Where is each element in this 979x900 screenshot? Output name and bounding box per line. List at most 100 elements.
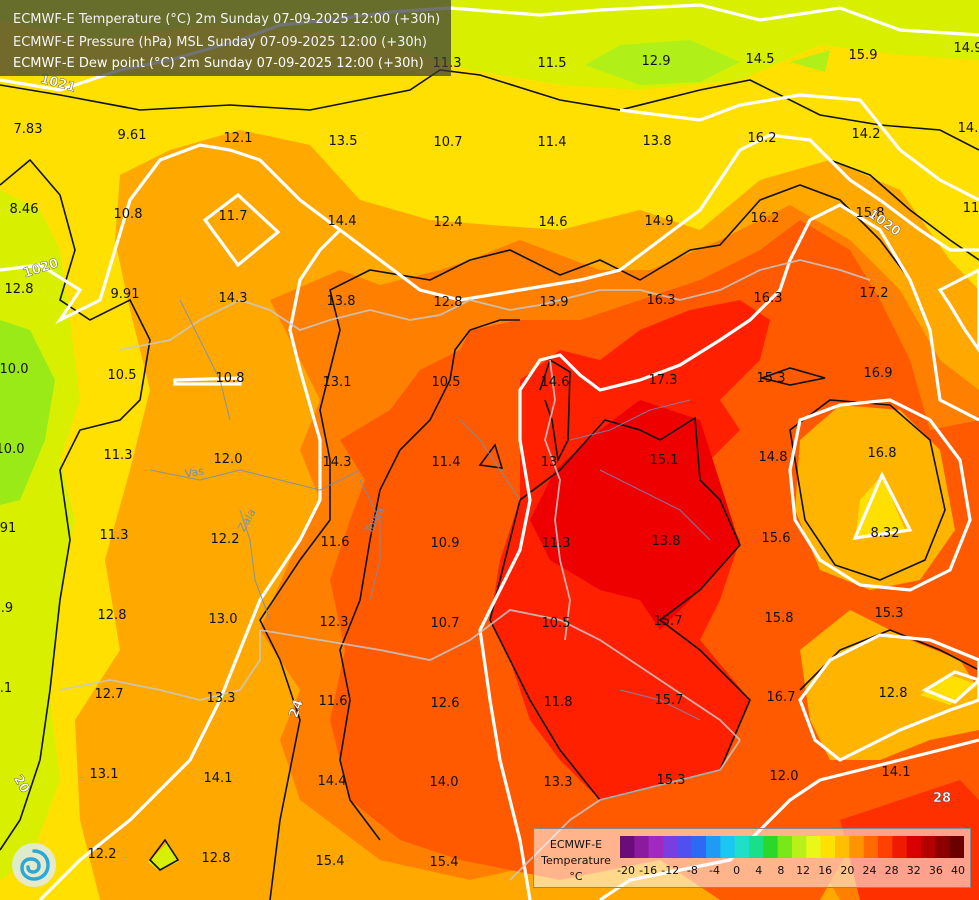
dew-point-label: 12.9	[642, 54, 671, 69]
dew-point-label: 11.3	[104, 448, 133, 463]
legend-color-swatch	[777, 836, 793, 858]
dew-point-label: 12.1	[224, 131, 253, 146]
border-northeast	[539, 259, 871, 306]
isotherm-24-east	[829, 159, 979, 261]
temperature-zone-yellow-se	[920, 675, 979, 705]
dew-point-label: 11.6	[319, 694, 348, 709]
dew-point-label: 14.0	[430, 775, 459, 790]
dew-point-label: 12.6	[431, 696, 460, 711]
river-d	[569, 399, 691, 441]
isobar-1020-ne	[619, 93, 979, 202]
legend-color-swatch	[906, 836, 922, 858]
dew-point-label: 12.0	[770, 769, 799, 784]
dew-point-label: 11.4	[432, 455, 461, 470]
legend-model-name: ECMWF-E	[549, 838, 603, 851]
isotherm-28	[339, 319, 520, 841]
contour-label: 24	[287, 698, 307, 720]
dew-point-label: 14.2	[852, 127, 881, 142]
river-e	[459, 419, 521, 501]
pressure-isobars	[0, 3, 979, 900]
border-center-river	[544, 359, 571, 641]
legend-color-swatch	[878, 836, 893, 858]
dew-point-label: 12.8	[5, 282, 34, 297]
dew-point-label: 8.46	[10, 202, 39, 217]
dew-point-label: 14.1	[204, 771, 233, 786]
isotherm-small-center	[478, 443, 504, 469]
temperature-zone-32	[530, 400, 740, 630]
isobar-ne-edge	[937, 268, 979, 353]
dew-point-label: 12.7	[95, 687, 124, 702]
dew-point-label: .91	[0, 521, 16, 536]
dew-point-label: 13.3	[207, 691, 236, 706]
dew-point-label: 15.9	[849, 48, 878, 63]
river-g	[179, 299, 231, 421]
dew-point-label: 14.3	[219, 291, 248, 306]
dew-point-label: 9.61	[118, 128, 147, 143]
dew-point-label: 13.5	[329, 134, 358, 149]
dew-point-label: 12.3	[320, 615, 349, 630]
dew-point-label: 13.8	[643, 134, 672, 149]
isobar-west-loop	[202, 192, 281, 268]
dew-point-label: 13.8	[652, 534, 681, 549]
dew-point-label: 15.8	[856, 206, 885, 221]
dew-point-label: 10.0	[0, 362, 28, 377]
isobar-se-outer	[798, 633, 979, 762]
isobar-1020-west	[0, 133, 979, 325]
legend-tick-label: -16	[639, 864, 658, 877]
isotherm-small-ne	[759, 367, 826, 386]
dew-point-label: 12.8	[202, 851, 231, 866]
dew-point-label: 14.8	[759, 450, 788, 465]
river-name-label: Vas	[184, 464, 205, 480]
legend-unit: °C	[569, 870, 583, 883]
dew-point-label: 14.6	[541, 375, 570, 390]
border-southwest	[59, 630, 261, 701]
river-h	[619, 689, 701, 721]
dew-point-label: 13.1	[90, 767, 119, 782]
temperature-zone-yellow-east	[855, 475, 905, 540]
contour-label: 28	[933, 791, 951, 806]
dew-point-label: 13.0	[209, 612, 238, 627]
border-south	[259, 609, 741, 741]
dew-point-label: 14.9	[645, 214, 674, 229]
dew-point-label: 15.7	[655, 693, 684, 708]
isobar-1019-west	[38, 228, 342, 900]
temperature-zone-green-north	[585, 40, 740, 85]
legend-color-swatch	[763, 836, 778, 858]
legend-tick-label: 28	[884, 864, 899, 877]
dew-point-label: 11.4	[538, 135, 567, 150]
dew-point-label: 13.8	[327, 294, 356, 309]
dew-point-label: 15.4	[316, 854, 345, 869]
legend-color-swatch	[648, 836, 664, 858]
dew-point-label: 16.2	[748, 131, 777, 146]
dew-point-label: .1	[0, 681, 12, 696]
dew-point-label: 16.8	[868, 446, 897, 461]
legend-tick-label: 0	[733, 864, 741, 877]
legend-color-swatch	[734, 836, 750, 858]
dew-point-label: 13	[541, 455, 558, 470]
dew-point-label: 16.7	[767, 690, 796, 705]
legend-tick-label: -8	[686, 864, 698, 877]
map-header: ECMWF-E Temperature (°C) 2m Sunday 07-09…	[0, 0, 451, 76]
dew-point-label: 15.8	[765, 611, 794, 626]
dew-point-label: 15.7	[654, 614, 683, 629]
dew-point-label: 12.8	[434, 295, 463, 310]
legend-color-swatch	[691, 836, 707, 858]
dew-point-label: 10.8	[114, 207, 143, 222]
dew-point-label: 16.3	[647, 293, 676, 308]
legend-tick-label: 16	[818, 864, 833, 877]
legend-tick-label: 20	[840, 864, 855, 877]
isotherm-south	[148, 838, 180, 871]
dew-point-label: 12.8	[879, 686, 908, 701]
legend-color-swatch	[863, 836, 879, 858]
dew-point-label: 10.9	[431, 536, 460, 551]
legend-color-swatch	[820, 836, 836, 858]
dew-point-label: 15.3	[875, 606, 904, 621]
dew-point-labels: 11.3 11.5 12.9 14.5 15.9 14.9 7.83 9.61 12.1 13.5…	[0, 41, 979, 870]
river-c	[359, 479, 381, 601]
legend-tick-label: 32	[906, 864, 921, 877]
legend-color-swatch	[706, 836, 721, 858]
legend-color-swatch	[806, 836, 821, 858]
dew-point-label: 9.91	[111, 287, 140, 302]
